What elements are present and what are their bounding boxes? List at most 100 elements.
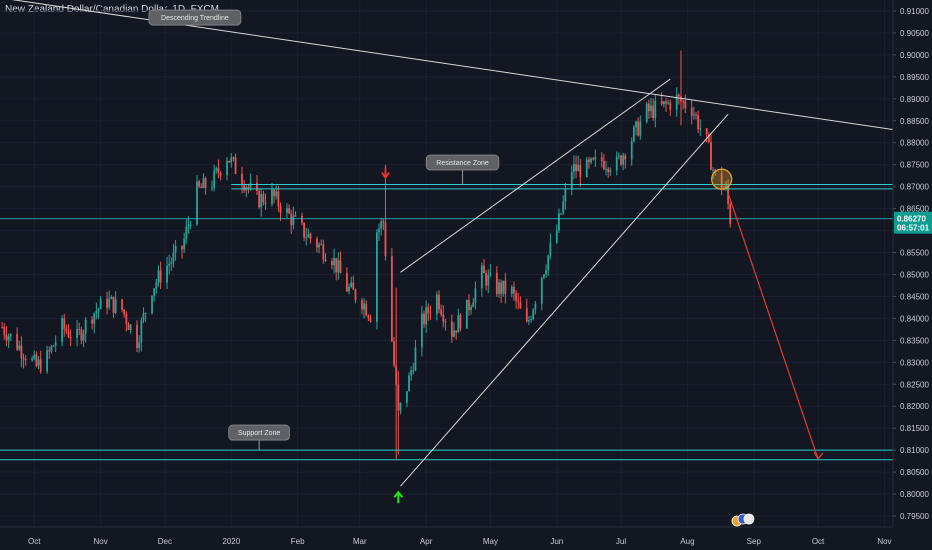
candle-body [397,384,400,411]
candle-body [647,103,650,112]
candle-body [275,191,278,197]
candle-body [69,337,72,339]
candle-body [99,298,102,309]
candle-body [273,189,276,197]
candle-body [339,260,342,274]
callout-box [148,9,242,26]
candle-body [607,168,610,173]
candle-body [200,186,203,188]
candle-body [114,299,117,313]
candle-body [697,115,700,130]
candle-body [46,350,49,372]
candle-body [256,182,258,192]
candle-body [380,221,383,229]
candle-body [369,317,372,322]
candle-body [573,164,575,172]
candle-body [106,298,108,308]
candle-body [617,155,620,157]
candle-body [429,313,432,315]
candle-body [367,315,370,318]
callout-box [228,424,290,441]
candle-body [166,265,168,283]
candle-body [630,141,633,160]
candle-body [500,282,503,294]
candle-body [354,289,357,301]
candle-body [24,359,27,361]
candle-body [408,375,410,392]
candle-body [303,222,305,238]
candle-body [410,370,413,376]
bar-countdown: 06:57:01 [897,224,930,233]
candle-body [622,155,625,165]
candle-body [405,391,408,403]
candle-body [121,299,123,310]
price-tick-label: 0.80500 [900,468,929,477]
candle-body [260,194,263,208]
candle-body [215,168,218,171]
wedge-lower-line [400,113,729,487]
candle-body [710,142,712,170]
candle-body [450,321,453,337]
candle-body [91,319,93,324]
candle-body [136,324,138,349]
candle-body [549,242,552,256]
candle-body [635,121,637,128]
candle-body [286,208,288,213]
candle-body [588,159,590,163]
price-tick-label: 0.85500 [900,249,929,258]
candle-body [168,264,171,266]
candle-body [412,370,415,372]
candle-body [346,273,348,292]
descending-trendline [11,0,894,131]
candle-body [395,365,398,385]
candle-body [331,261,333,266]
candle-body [378,228,380,233]
candle-body [33,354,36,359]
candle-body [525,308,528,322]
candle-body [140,320,143,343]
candle-body [660,100,663,105]
candle-body [425,307,428,325]
candle-body [198,181,201,187]
time-tick-label: Jun [550,537,563,546]
candle-body [262,194,265,203]
candle-body [202,178,205,188]
candle-body [650,105,652,112]
candle-body [382,221,385,223]
candle-body [632,127,635,142]
candle-body [495,272,498,295]
down-arrow-icon [381,167,390,180]
callout-box [425,154,500,171]
candle-body [594,157,597,160]
candle-body [52,345,55,347]
candle-body [219,172,222,176]
candle-body [620,155,622,165]
candle-body [123,309,126,315]
candle-body [318,244,320,248]
candle-body [78,328,81,330]
candle-body [705,128,708,135]
projection-arrow-line [727,193,819,460]
candle-body [350,282,353,287]
candle-body [232,157,235,159]
candle-body [435,294,438,315]
time-tick-label: Aug [680,537,694,546]
zones [0,183,893,461]
candle-body [420,313,423,348]
candle-body [502,280,505,294]
candle-body [528,320,530,322]
candle-body [7,336,10,341]
candle-body [498,282,500,295]
candle-body [363,303,365,310]
candle-body [393,341,395,366]
candle-body [677,94,680,97]
candle-body [423,313,425,325]
price-tick-label: 0.82000 [900,402,929,411]
candle-body [684,101,687,108]
candle-body [50,346,53,352]
time-tick-label: Mar [353,537,367,546]
price-tick-label: 0.83500 [900,336,929,345]
candle-body [125,314,128,324]
